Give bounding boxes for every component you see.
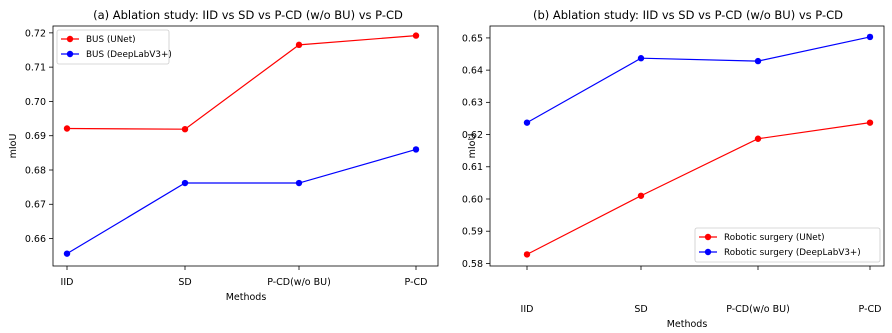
x-tick-label-b-2: P-CD(w/o BU) [726, 304, 790, 315]
x-tick-label-a-1: SD [178, 277, 191, 288]
x-tick-label-a-0: IID [61, 277, 74, 288]
series-line-b-1 [526, 36, 871, 124]
data-point-b-0-2 [754, 135, 762, 142]
x-tick-label-b-0: IID [521, 304, 534, 315]
data-point-a-0-1 [181, 126, 189, 133]
panel-b-x-axis-label: Methods [667, 319, 708, 330]
panel-b: (b) Ablation study: IID vs SD vs P-CD (w… [462, 8, 885, 330]
data-point-b-0-1 [637, 192, 645, 199]
data-point-a-0-2 [295, 41, 303, 49]
legend-b-label-1: Robotic surgery (DeepLabV3+) [724, 248, 861, 258]
y-tick-label-a-4: 0.70 [25, 97, 46, 108]
y-tick-label-a-5: 0.71 [25, 63, 46, 74]
panel-b-title: (b) Ablation study: IID vs SD vs P-CD (w… [533, 8, 843, 22]
data-point-a-1-0 [63, 250, 71, 257]
panel-b-series [523, 33, 874, 258]
panel-a-plot-frame [52, 25, 439, 267]
x-tick-label-b-1: SD [634, 304, 647, 315]
panel-a: (a) Ablation study: IID vs SD vs P-CD (w… [8, 8, 439, 303]
data-point-b-0-0 [523, 251, 531, 258]
series-line-a-0 [66, 35, 417, 130]
x-tick-label-a-3: P-CD [405, 277, 428, 288]
x-tick-label-a-2: P-CD(w/o BU) [267, 277, 331, 288]
panel-a-legend-box [56, 29, 170, 65]
legend-a-marker-0 [66, 35, 74, 43]
legend-a-marker-1 [66, 50, 74, 58]
data-point-a-1-1 [181, 179, 189, 187]
y-tick-label-b-2: 0.60 [462, 194, 483, 205]
legend-a-label-0: BUS (UNet) [86, 35, 136, 45]
panel-a-x-axis-label: Methods [226, 292, 267, 303]
data-point-b-1-1 [637, 55, 645, 62]
y-tick-label-b-4: 0.62 [462, 130, 483, 141]
series-line-b-0 [526, 122, 871, 255]
data-point-a-1-2 [295, 179, 303, 187]
panel-a-series [63, 32, 420, 257]
data-point-b-1-2 [754, 57, 762, 65]
panel-b-y-axis-label: mIoU [467, 134, 478, 159]
y-tick-label-b-6: 0.64 [462, 66, 483, 77]
panel-a-y-ticks: 0.66 0.67 0.68 0.69 0.70 0.71 0.72 [25, 28, 53, 245]
y-tick-label-b-5: 0.63 [462, 98, 483, 109]
series-line-a-1 [66, 148, 417, 255]
y-tick-label-a-6: 0.72 [25, 28, 46, 39]
panel-a-title: (a) Ablation study: IID vs SD vs P-CD (w… [93, 8, 403, 22]
panel-a-x-ticks: IID SD P-CD(w/o BU) P-CD [61, 266, 428, 288]
legend-b-label-0: Robotic surgery (UNet) [724, 233, 825, 243]
panel-b-legend: Robotic surgery (UNet) Robotic surgery (… [694, 227, 881, 263]
data-point-a-0-0 [63, 125, 71, 132]
legend-b-marker-1 [704, 248, 712, 256]
y-tick-label-a-2: 0.68 [25, 165, 46, 176]
data-point-a-1-3 [412, 146, 420, 153]
legend-b-marker-0 [704, 233, 712, 241]
panel-a-legend: BUS (UNet) BUS (DeepLabV3+) [56, 29, 172, 65]
data-point-a-0-3 [412, 32, 420, 39]
panel-b-plot-frame [489, 25, 885, 267]
panel-b-x-ticks: IID SD P-CD(w/o BU) P-CD [521, 266, 882, 315]
y-tick-label-a-3: 0.69 [25, 131, 46, 142]
x-tick-label-b-3: P-CD [859, 304, 882, 315]
legend-a-label-1: BUS (DeepLabV3+) [86, 50, 172, 60]
panel-b-y-ticks: 0.58 0.59 0.60 0.61 0.62 0.63 0.64 0.65 [462, 33, 490, 270]
y-tick-label-b-0: 0.58 [462, 259, 483, 270]
y-tick-label-b-1: 0.59 [462, 227, 483, 238]
panel-b-legend-box [694, 227, 881, 263]
data-point-b-1-0 [523, 119, 531, 126]
y-tick-label-b-7: 0.65 [462, 33, 483, 44]
y-tick-label-a-1: 0.67 [25, 200, 46, 211]
panel-a-y-axis-label: mIoU [8, 134, 19, 159]
data-point-b-1-3 [866, 33, 874, 41]
y-tick-label-b-3: 0.61 [462, 162, 483, 173]
data-point-b-0-3 [866, 119, 874, 126]
y-tick-label-a-0: 0.66 [25, 234, 46, 245]
